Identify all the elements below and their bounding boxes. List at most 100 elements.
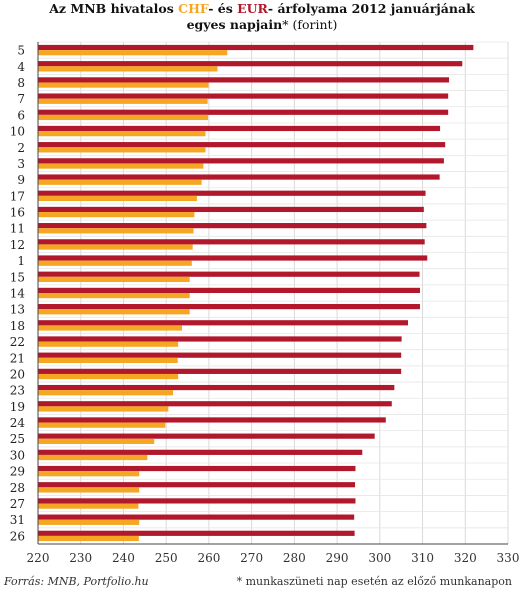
category-label: 29 bbox=[10, 465, 25, 479]
category-label: 11 bbox=[10, 222, 25, 236]
category-label: 26 bbox=[10, 529, 25, 543]
bar-eur bbox=[38, 77, 450, 83]
x-tick-label: 250 bbox=[155, 551, 178, 565]
bar-eur bbox=[38, 368, 402, 374]
category-label: 23 bbox=[10, 384, 25, 398]
bar-chf bbox=[38, 98, 208, 104]
x-tick-label: 280 bbox=[283, 551, 306, 565]
category-label: 20 bbox=[10, 367, 25, 381]
bar-eur bbox=[38, 530, 355, 536]
x-tick-label: 300 bbox=[368, 551, 391, 565]
bar-chf bbox=[38, 406, 169, 412]
title-suffix: - árfolyama 2012 januárjának bbox=[267, 1, 475, 16]
bar-chf bbox=[38, 195, 197, 202]
bar-eur bbox=[38, 303, 420, 310]
bar-chf bbox=[38, 519, 140, 525]
x-tick-label: 220 bbox=[27, 551, 50, 565]
bar-chf bbox=[38, 260, 192, 266]
category-label: 30 bbox=[10, 448, 25, 462]
bar-eur bbox=[38, 109, 449, 115]
bar-chf bbox=[38, 50, 228, 56]
chart-title: Az MNB hivatalos CHF- és EUR- árfolyama … bbox=[0, 1, 524, 33]
bar-eur bbox=[38, 142, 446, 148]
bar-chf bbox=[38, 454, 148, 461]
bar-eur bbox=[38, 514, 355, 520]
category-label: 10 bbox=[10, 125, 25, 139]
bar-eur bbox=[38, 352, 402, 358]
title-mid: - és bbox=[208, 1, 238, 16]
bar-chf bbox=[38, 114, 209, 121]
title-line-1: Az MNB hivatalos CHF- és EUR- árfolyama … bbox=[0, 1, 524, 17]
title-eur: EUR bbox=[237, 1, 268, 16]
bar-eur bbox=[38, 417, 386, 423]
bar-chf bbox=[38, 66, 218, 72]
category-label: 22 bbox=[10, 335, 25, 349]
x-tick-label: 290 bbox=[326, 551, 349, 565]
x-tick-label: 230 bbox=[69, 551, 92, 565]
category-label: 31 bbox=[10, 513, 25, 527]
category-label: 27 bbox=[10, 497, 25, 511]
bar-eur bbox=[38, 125, 441, 132]
bar-chf bbox=[38, 244, 193, 250]
category-label: 3 bbox=[17, 157, 25, 171]
category-label: 25 bbox=[10, 432, 25, 446]
category-label: 7 bbox=[17, 92, 25, 106]
bar-chf bbox=[38, 131, 206, 137]
bar-eur bbox=[38, 449, 363, 455]
bar-chf bbox=[38, 228, 194, 234]
category-label: 5 bbox=[17, 44, 25, 58]
bar-chf bbox=[38, 293, 190, 299]
bar-eur bbox=[38, 255, 428, 261]
x-tick-label: 320 bbox=[454, 551, 477, 565]
category-label: 24 bbox=[10, 416, 26, 430]
title-note: * (forint) bbox=[282, 17, 338, 32]
bar-chf bbox=[38, 390, 174, 396]
category-label: 19 bbox=[10, 400, 25, 414]
title-prefix: Az MNB hivatalos bbox=[49, 1, 179, 16]
bar-chf bbox=[38, 163, 204, 169]
category-label: 15 bbox=[10, 270, 25, 284]
bar-chf bbox=[38, 309, 190, 315]
category-label: 21 bbox=[10, 351, 25, 365]
category-label: 2 bbox=[17, 141, 25, 155]
bar-eur bbox=[38, 223, 427, 229]
category-label: 8 bbox=[17, 76, 25, 90]
category-label: 28 bbox=[10, 481, 25, 495]
bar-chf bbox=[38, 373, 179, 380]
bar-eur bbox=[38, 61, 463, 67]
bar-eur bbox=[38, 433, 375, 439]
x-tick-label: 310 bbox=[411, 551, 434, 565]
title-line-2: egyes napjain* (forint) bbox=[0, 17, 524, 33]
bar-eur bbox=[38, 498, 356, 504]
category-label: 14 bbox=[10, 287, 26, 301]
bar-eur bbox=[38, 482, 356, 488]
bar-chf bbox=[38, 341, 179, 347]
bar-eur bbox=[38, 174, 440, 180]
bar-chf bbox=[38, 357, 178, 363]
x-tick-label: 260 bbox=[197, 551, 220, 565]
bar-eur bbox=[38, 239, 425, 245]
bar-eur bbox=[38, 206, 424, 213]
bar-chf bbox=[38, 471, 140, 477]
bar-chf bbox=[38, 503, 139, 509]
category-label: 13 bbox=[10, 303, 25, 317]
bar-chf bbox=[38, 212, 195, 218]
bar-chf bbox=[38, 82, 209, 88]
category-label: 18 bbox=[10, 319, 25, 333]
x-tick-label: 270 bbox=[240, 551, 263, 565]
bar-eur bbox=[38, 320, 409, 326]
bar-chf bbox=[38, 325, 182, 331]
bar-eur bbox=[38, 465, 356, 472]
category-label: 9 bbox=[17, 173, 25, 187]
bar-eur bbox=[38, 401, 392, 407]
category-label: 17 bbox=[10, 189, 25, 203]
category-label: 4 bbox=[17, 60, 25, 74]
bar-eur bbox=[38, 190, 426, 196]
x-tick-label: 240 bbox=[112, 551, 135, 565]
source-text: Forrás: MNB, Portfolio.hu bbox=[4, 575, 149, 588]
x-tick-label: 330 bbox=[497, 551, 520, 565]
bar-chf bbox=[38, 276, 190, 283]
category-label: 16 bbox=[10, 206, 25, 220]
bar-chf bbox=[38, 422, 166, 428]
category-label: 12 bbox=[10, 238, 25, 252]
